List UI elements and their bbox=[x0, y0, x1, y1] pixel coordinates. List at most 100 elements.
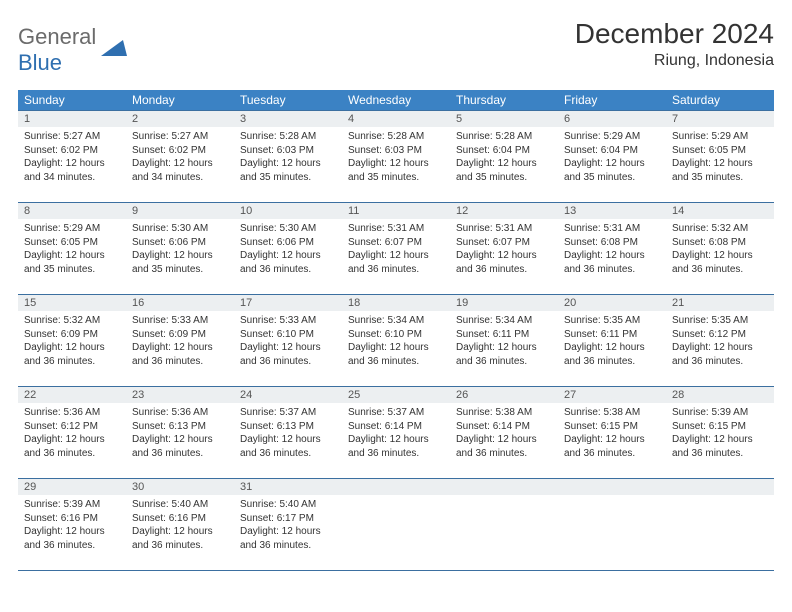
day-number: 22 bbox=[18, 387, 126, 403]
day-cell: 11Sunrise: 5:31 AMSunset: 6:07 PMDayligh… bbox=[342, 203, 450, 295]
daylight-text: Daylight: 12 hours bbox=[672, 341, 768, 355]
day-number: 15 bbox=[18, 295, 126, 311]
day-details: Sunrise: 5:38 AMSunset: 6:15 PMDaylight:… bbox=[558, 403, 666, 464]
week-row: 8Sunrise: 5:29 AMSunset: 6:05 PMDaylight… bbox=[18, 203, 774, 295]
dow-monday: Monday bbox=[126, 90, 234, 111]
day-cell: 7Sunrise: 5:29 AMSunset: 6:05 PMDaylight… bbox=[666, 111, 774, 203]
daylight-text: and 35 minutes. bbox=[132, 263, 228, 277]
day-details: Sunrise: 5:30 AMSunset: 6:06 PMDaylight:… bbox=[234, 219, 342, 280]
day-number: 12 bbox=[450, 203, 558, 219]
sunset-text: Sunset: 6:15 PM bbox=[564, 420, 660, 434]
dow-saturday: Saturday bbox=[666, 90, 774, 111]
daylight-text: and 36 minutes. bbox=[348, 355, 444, 369]
day-number: 31 bbox=[234, 479, 342, 495]
sunrise-text: Sunrise: 5:38 AM bbox=[564, 406, 660, 420]
day-number: 19 bbox=[450, 295, 558, 311]
sunset-text: Sunset: 6:12 PM bbox=[24, 420, 120, 434]
empty-day-cell bbox=[558, 479, 666, 571]
sunset-text: Sunset: 6:13 PM bbox=[132, 420, 228, 434]
daylight-text: and 35 minutes. bbox=[240, 171, 336, 185]
sunrise-text: Sunrise: 5:27 AM bbox=[132, 130, 228, 144]
day-cell: 5Sunrise: 5:28 AMSunset: 6:04 PMDaylight… bbox=[450, 111, 558, 203]
sunset-text: Sunset: 6:14 PM bbox=[456, 420, 552, 434]
daylight-text: and 36 minutes. bbox=[240, 263, 336, 277]
day-cell: 15Sunrise: 5:32 AMSunset: 6:09 PMDayligh… bbox=[18, 295, 126, 387]
week-row: 29Sunrise: 5:39 AMSunset: 6:16 PMDayligh… bbox=[18, 479, 774, 571]
day-cell: 31Sunrise: 5:40 AMSunset: 6:17 PMDayligh… bbox=[234, 479, 342, 571]
sunset-text: Sunset: 6:09 PM bbox=[24, 328, 120, 342]
sunrise-text: Sunrise: 5:32 AM bbox=[672, 222, 768, 236]
day-cell: 8Sunrise: 5:29 AMSunset: 6:05 PMDaylight… bbox=[18, 203, 126, 295]
month-title: December 2024 bbox=[575, 18, 774, 50]
day-cell: 3Sunrise: 5:28 AMSunset: 6:03 PMDaylight… bbox=[234, 111, 342, 203]
day-number: 18 bbox=[342, 295, 450, 311]
dow-tuesday: Tuesday bbox=[234, 90, 342, 111]
daylight-text: and 36 minutes. bbox=[240, 355, 336, 369]
sunrise-text: Sunrise: 5:31 AM bbox=[348, 222, 444, 236]
day-details: Sunrise: 5:29 AMSunset: 6:05 PMDaylight:… bbox=[18, 219, 126, 280]
sunrise-text: Sunrise: 5:29 AM bbox=[24, 222, 120, 236]
day-number: 10 bbox=[234, 203, 342, 219]
sunrise-text: Sunrise: 5:40 AM bbox=[132, 498, 228, 512]
week-row: 22Sunrise: 5:36 AMSunset: 6:12 PMDayligh… bbox=[18, 387, 774, 479]
day-number bbox=[666, 479, 774, 495]
daylight-text: Daylight: 12 hours bbox=[24, 525, 120, 539]
day-number: 25 bbox=[342, 387, 450, 403]
daylight-text: Daylight: 12 hours bbox=[132, 157, 228, 171]
daylight-text: and 36 minutes. bbox=[456, 447, 552, 461]
sunrise-text: Sunrise: 5:30 AM bbox=[240, 222, 336, 236]
sunset-text: Sunset: 6:04 PM bbox=[564, 144, 660, 158]
sunset-text: Sunset: 6:10 PM bbox=[348, 328, 444, 342]
sunrise-text: Sunrise: 5:39 AM bbox=[672, 406, 768, 420]
daylight-text: and 36 minutes. bbox=[132, 447, 228, 461]
day-number: 20 bbox=[558, 295, 666, 311]
day-number: 27 bbox=[558, 387, 666, 403]
day-details: Sunrise: 5:37 AMSunset: 6:14 PMDaylight:… bbox=[342, 403, 450, 464]
sunset-text: Sunset: 6:14 PM bbox=[348, 420, 444, 434]
day-number: 13 bbox=[558, 203, 666, 219]
daylight-text: Daylight: 12 hours bbox=[348, 341, 444, 355]
sunset-text: Sunset: 6:15 PM bbox=[672, 420, 768, 434]
day-cell: 6Sunrise: 5:29 AMSunset: 6:04 PMDaylight… bbox=[558, 111, 666, 203]
daylight-text: Daylight: 12 hours bbox=[348, 157, 444, 171]
day-cell: 29Sunrise: 5:39 AMSunset: 6:16 PMDayligh… bbox=[18, 479, 126, 571]
daylight-text: and 35 minutes. bbox=[456, 171, 552, 185]
daylight-text: and 35 minutes. bbox=[348, 171, 444, 185]
sunrise-text: Sunrise: 5:31 AM bbox=[456, 222, 552, 236]
day-cell: 4Sunrise: 5:28 AMSunset: 6:03 PMDaylight… bbox=[342, 111, 450, 203]
dow-thursday: Thursday bbox=[450, 90, 558, 111]
day-number bbox=[342, 479, 450, 495]
day-number: 5 bbox=[450, 111, 558, 127]
day-cell: 26Sunrise: 5:38 AMSunset: 6:14 PMDayligh… bbox=[450, 387, 558, 479]
daylight-text: and 36 minutes. bbox=[672, 447, 768, 461]
sunset-text: Sunset: 6:06 PM bbox=[240, 236, 336, 250]
day-cell: 21Sunrise: 5:35 AMSunset: 6:12 PMDayligh… bbox=[666, 295, 774, 387]
week-row: 1Sunrise: 5:27 AMSunset: 6:02 PMDaylight… bbox=[18, 111, 774, 203]
day-number: 2 bbox=[126, 111, 234, 127]
daylight-text: Daylight: 12 hours bbox=[240, 525, 336, 539]
sunset-text: Sunset: 6:16 PM bbox=[24, 512, 120, 526]
day-cell: 14Sunrise: 5:32 AMSunset: 6:08 PMDayligh… bbox=[666, 203, 774, 295]
day-number: 24 bbox=[234, 387, 342, 403]
daylight-text: and 36 minutes. bbox=[24, 539, 120, 553]
daylight-text: and 36 minutes. bbox=[456, 355, 552, 369]
day-number: 17 bbox=[234, 295, 342, 311]
empty-day-cell bbox=[666, 479, 774, 571]
daylight-text: Daylight: 12 hours bbox=[240, 249, 336, 263]
sunset-text: Sunset: 6:06 PM bbox=[132, 236, 228, 250]
sunrise-text: Sunrise: 5:31 AM bbox=[564, 222, 660, 236]
daylight-text: and 36 minutes. bbox=[564, 355, 660, 369]
day-details: Sunrise: 5:36 AMSunset: 6:12 PMDaylight:… bbox=[18, 403, 126, 464]
sunrise-text: Sunrise: 5:28 AM bbox=[348, 130, 444, 144]
day-details: Sunrise: 5:31 AMSunset: 6:07 PMDaylight:… bbox=[342, 219, 450, 280]
sunrise-text: Sunrise: 5:27 AM bbox=[24, 130, 120, 144]
daylight-text: Daylight: 12 hours bbox=[24, 433, 120, 447]
sunrise-text: Sunrise: 5:40 AM bbox=[240, 498, 336, 512]
dow-sunday: Sunday bbox=[18, 90, 126, 111]
daylight-text: Daylight: 12 hours bbox=[24, 157, 120, 171]
daylight-text: Daylight: 12 hours bbox=[456, 341, 552, 355]
day-cell: 10Sunrise: 5:30 AMSunset: 6:06 PMDayligh… bbox=[234, 203, 342, 295]
day-details: Sunrise: 5:31 AMSunset: 6:07 PMDaylight:… bbox=[450, 219, 558, 280]
day-cell: 24Sunrise: 5:37 AMSunset: 6:13 PMDayligh… bbox=[234, 387, 342, 479]
day-cell: 28Sunrise: 5:39 AMSunset: 6:15 PMDayligh… bbox=[666, 387, 774, 479]
